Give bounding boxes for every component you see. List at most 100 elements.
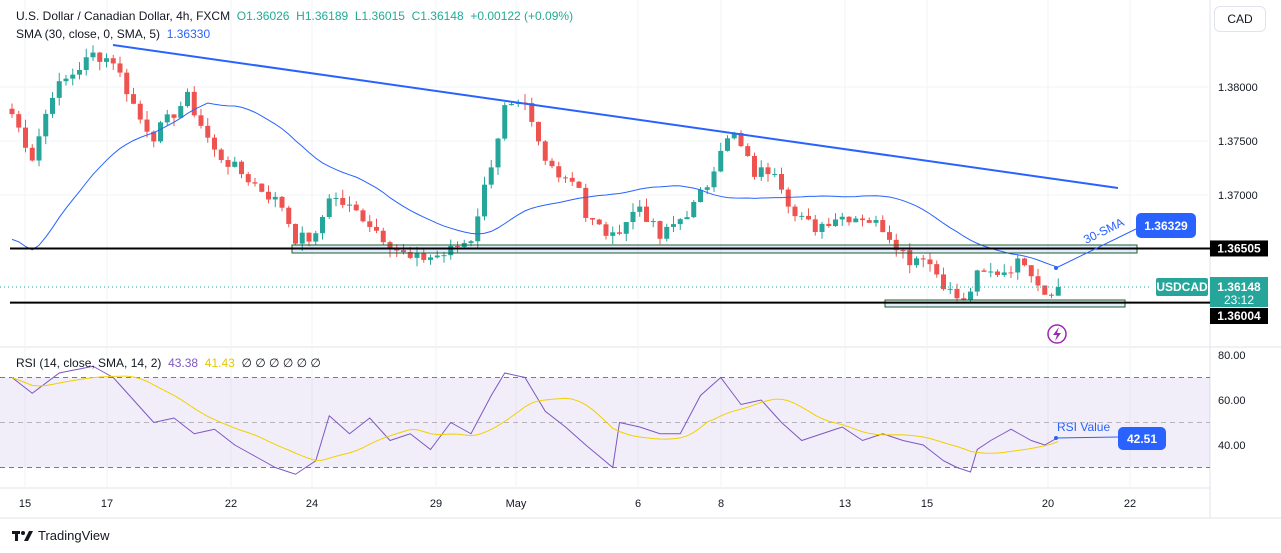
symbol-tag[interactable]: USDCAD [1156, 280, 1208, 294]
candle-body [131, 94, 136, 104]
rsi-extra: ∅ ∅ ∅ ∅ ∅ ∅ [241, 356, 321, 370]
candle-body [995, 271, 1000, 275]
tradingview-logo[interactable]: TradingView [12, 528, 110, 543]
candle-body [488, 167, 494, 185]
rsi-tick-label: 40.00 [1218, 440, 1246, 452]
candle-body [1042, 285, 1048, 295]
candle-body [684, 217, 690, 220]
candle-body [853, 218, 859, 223]
descending-trendline [112, 44, 1119, 189]
candle-body [637, 206, 643, 212]
x-tick-label: 22 [1124, 498, 1136, 510]
candle-body [252, 182, 258, 184]
lightning-icon[interactable] [1047, 324, 1067, 344]
candle-body [70, 74, 76, 79]
candle-body [556, 166, 562, 178]
candle-body [218, 149, 224, 161]
candle-body [934, 264, 940, 275]
candle-body [792, 206, 798, 217]
candle-body [191, 91, 197, 116]
candle-body [1008, 272, 1014, 274]
rsi-value-badge: 42.51 [1127, 432, 1157, 446]
candle-body [860, 218, 865, 221]
candle-body [198, 115, 204, 126]
candle-body [772, 173, 778, 175]
candle-body [16, 114, 22, 128]
candle-body [846, 216, 852, 223]
sma-callout-dot [1054, 266, 1058, 270]
candle-body [212, 137, 217, 150]
last-price-bg [1210, 277, 1268, 308]
level-label: 1.36505 [1217, 241, 1261, 255]
rsi-tick-label: 60.00 [1218, 395, 1246, 407]
candle-body [401, 250, 406, 253]
candle-body [56, 81, 62, 98]
candle-body [617, 232, 622, 234]
candle-body [482, 184, 487, 217]
candle-body [1022, 258, 1027, 266]
candle-body [455, 245, 460, 247]
rsi-legend[interactable]: RSI (14, close, SMA, 14, 2) 43.38 41.43 … [16, 356, 321, 370]
price-tick-label: 1.37500 [1218, 136, 1258, 148]
symbol-legend: U.S. Dollar / Canadian Dollar, 4h, FXCM … [16, 9, 573, 23]
candle-body [171, 114, 177, 118]
candle-body [630, 211, 636, 223]
candle-body [677, 219, 683, 225]
rsi-label: RSI (14, close, SMA, 14, 2) [16, 356, 162, 370]
sma-legend[interactable]: SMA (30, close, 0, SMA, 5) 1.36330 [16, 27, 210, 41]
currency-button[interactable]: CAD [1214, 6, 1266, 32]
bar-countdown: 23:12 [1224, 293, 1254, 307]
candle-body [421, 252, 427, 260]
candle-body [947, 288, 953, 290]
candle-body [671, 224, 676, 227]
candle-body [907, 250, 913, 266]
candle-body [313, 233, 319, 242]
candle-body [799, 215, 805, 217]
candle-body [333, 197, 339, 199]
x-tick-label: 22 [225, 498, 237, 510]
x-tick-label: 15 [19, 498, 31, 510]
sma-label: SMA (30, close, 0, SMA, 5) [16, 27, 161, 41]
candle-body [475, 216, 481, 242]
sma-value-badge-bg [1136, 213, 1196, 238]
candle-body [752, 156, 757, 177]
sma-line [11, 102, 1059, 268]
candle-body [90, 52, 96, 58]
symbol-tag-bg[interactable] [1156, 278, 1208, 297]
price-pane [0, 0, 1210, 347]
candle-body [920, 258, 926, 260]
candle-body [232, 161, 238, 167]
sma-callout-line [1055, 227, 1139, 269]
rsi-ma-line [11, 375, 1059, 461]
candle-body [509, 103, 514, 106]
x-tick-label: 13 [839, 498, 851, 510]
candle-body [272, 196, 278, 200]
candle-body [610, 232, 616, 236]
candle-body [569, 177, 575, 182]
candle-body [839, 216, 845, 220]
candle-body [974, 270, 980, 292]
candle-body [428, 257, 433, 260]
candle-body [745, 146, 751, 157]
candle-body [914, 258, 919, 266]
candle-body [704, 187, 710, 190]
x-tick-label: 8 [718, 498, 724, 510]
candle-body [205, 125, 211, 138]
x-tick-label: 6 [635, 498, 641, 510]
candle-body [806, 215, 811, 220]
candle-body [367, 221, 373, 227]
candle-body [380, 230, 386, 243]
candle-body [981, 270, 987, 272]
candle-body [596, 219, 602, 225]
rsi-callout-dot [1054, 436, 1058, 440]
candle-body [117, 63, 123, 73]
candle-body [63, 78, 69, 82]
candle-body [779, 173, 784, 190]
close-value: C1.36148 [411, 9, 464, 23]
candle-body [833, 219, 838, 227]
candle-body [259, 183, 265, 192]
symbol-title: U.S. Dollar / Canadian Dollar, 4h, FXCM [16, 9, 231, 23]
low-value: L1.36015 [354, 9, 405, 23]
candle-body [738, 133, 744, 147]
